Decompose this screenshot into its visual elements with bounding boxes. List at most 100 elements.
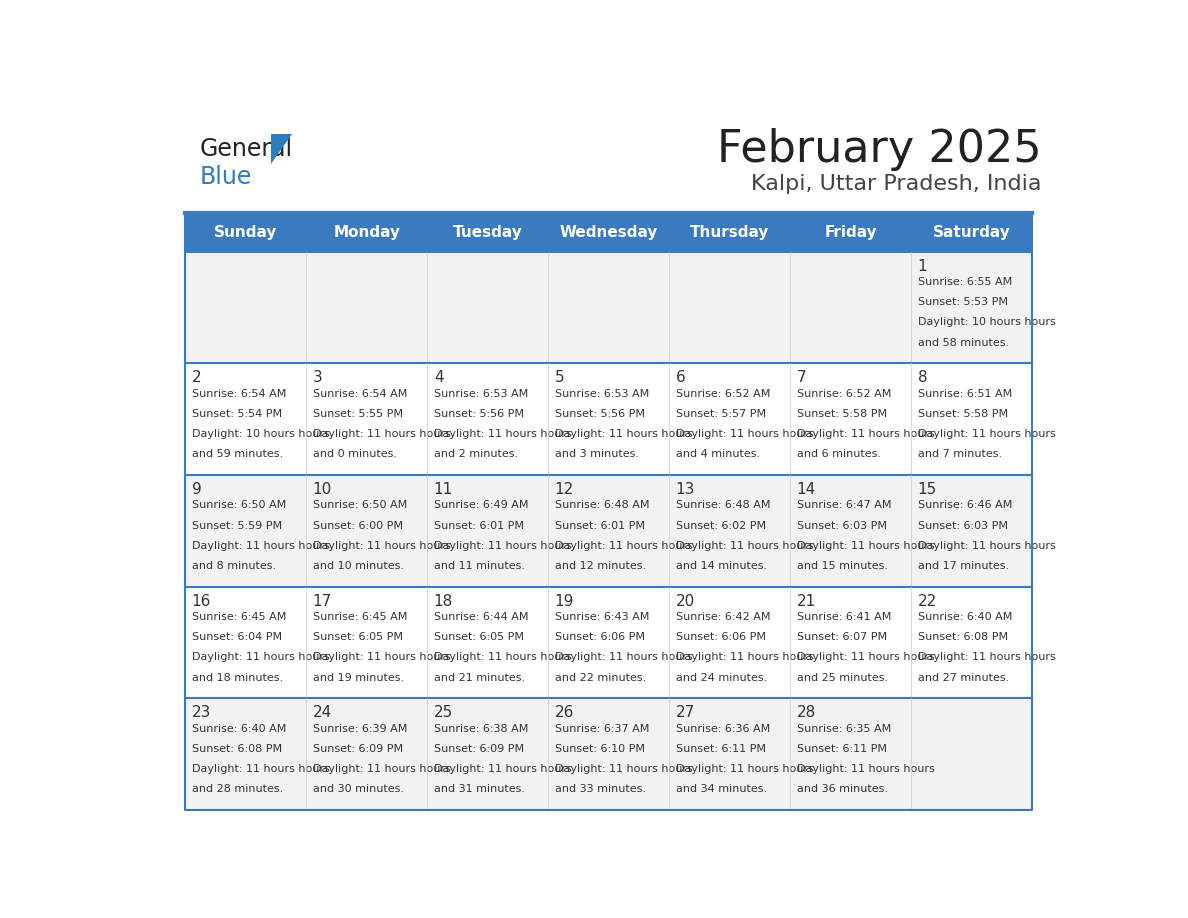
Text: February 2025: February 2025 (716, 128, 1042, 171)
Text: 2: 2 (191, 370, 202, 386)
Text: Sunset: 6:05 PM: Sunset: 6:05 PM (312, 633, 403, 643)
Text: and 19 minutes.: and 19 minutes. (312, 673, 404, 683)
Text: and 6 minutes.: and 6 minutes. (797, 449, 880, 459)
Text: Sunset: 6:01 PM: Sunset: 6:01 PM (555, 521, 645, 531)
Text: Sunrise: 6:40 AM: Sunrise: 6:40 AM (918, 612, 1012, 622)
Text: Sunrise: 6:54 AM: Sunrise: 6:54 AM (191, 388, 286, 398)
Text: Sunset: 6:09 PM: Sunset: 6:09 PM (312, 744, 403, 754)
Text: and 18 minutes.: and 18 minutes. (191, 673, 283, 683)
Text: and 15 minutes.: and 15 minutes. (797, 561, 887, 571)
Text: Sunset: 6:09 PM: Sunset: 6:09 PM (434, 744, 524, 754)
Text: Daylight: 11 hours hours: Daylight: 11 hours hours (434, 429, 571, 439)
Text: 18: 18 (434, 594, 453, 609)
Text: and 22 minutes.: and 22 minutes. (555, 673, 646, 683)
Text: and 31 minutes.: and 31 minutes. (434, 784, 525, 794)
Text: 4: 4 (434, 370, 443, 386)
Text: 11: 11 (434, 482, 453, 497)
FancyBboxPatch shape (185, 475, 1032, 587)
Text: and 58 minutes.: and 58 minutes. (918, 338, 1009, 348)
Text: Sunrise: 6:35 AM: Sunrise: 6:35 AM (797, 723, 891, 733)
Text: Sunset: 6:00 PM: Sunset: 6:00 PM (312, 521, 403, 531)
FancyBboxPatch shape (185, 699, 1032, 810)
Text: Sunset: 5:59 PM: Sunset: 5:59 PM (191, 521, 282, 531)
Text: Sunrise: 6:41 AM: Sunrise: 6:41 AM (797, 612, 891, 622)
Text: Daylight: 11 hours hours: Daylight: 11 hours hours (434, 764, 571, 774)
Text: and 36 minutes.: and 36 minutes. (797, 784, 887, 794)
Text: Sunrise: 6:51 AM: Sunrise: 6:51 AM (918, 388, 1012, 398)
Text: Daylight: 11 hours hours: Daylight: 11 hours hours (676, 541, 814, 551)
Text: and 33 minutes.: and 33 minutes. (555, 784, 646, 794)
Text: Sunrise: 6:47 AM: Sunrise: 6:47 AM (797, 500, 891, 510)
Text: 13: 13 (676, 482, 695, 497)
Text: Daylight: 11 hours hours: Daylight: 11 hours hours (312, 764, 450, 774)
Text: 15: 15 (918, 482, 937, 497)
Text: Sunset: 5:56 PM: Sunset: 5:56 PM (555, 409, 645, 419)
Text: 14: 14 (797, 482, 816, 497)
Text: Sunset: 6:11 PM: Sunset: 6:11 PM (797, 744, 886, 754)
Text: 21: 21 (797, 594, 816, 609)
Text: Daylight: 11 hours hours: Daylight: 11 hours hours (555, 653, 693, 663)
Text: Daylight: 11 hours hours: Daylight: 11 hours hours (918, 653, 1056, 663)
Text: Daylight: 11 hours hours: Daylight: 11 hours hours (676, 429, 814, 439)
Text: Sunday: Sunday (214, 225, 278, 240)
Text: Sunset: 5:58 PM: Sunset: 5:58 PM (797, 409, 887, 419)
Text: Daylight: 11 hours hours: Daylight: 11 hours hours (676, 653, 814, 663)
Text: Sunrise: 6:48 AM: Sunrise: 6:48 AM (676, 500, 770, 510)
Text: Sunset: 6:03 PM: Sunset: 6:03 PM (797, 521, 886, 531)
Text: Sunrise: 6:46 AM: Sunrise: 6:46 AM (918, 500, 1012, 510)
FancyBboxPatch shape (185, 364, 1032, 475)
Text: 23: 23 (191, 705, 211, 721)
Text: Sunrise: 6:53 AM: Sunrise: 6:53 AM (434, 388, 527, 398)
Text: and 11 minutes.: and 11 minutes. (434, 561, 525, 571)
Text: Sunrise: 6:39 AM: Sunrise: 6:39 AM (312, 723, 407, 733)
Text: and 25 minutes.: and 25 minutes. (797, 673, 887, 683)
Text: Sunrise: 6:50 AM: Sunrise: 6:50 AM (191, 500, 286, 510)
FancyBboxPatch shape (549, 213, 669, 252)
Text: Monday: Monday (334, 225, 400, 240)
Text: 17: 17 (312, 594, 331, 609)
Text: Sunrise: 6:52 AM: Sunrise: 6:52 AM (797, 388, 891, 398)
Text: Daylight: 11 hours hours: Daylight: 11 hours hours (312, 653, 450, 663)
Text: Daylight: 11 hours hours: Daylight: 11 hours hours (312, 429, 450, 439)
Text: Sunrise: 6:36 AM: Sunrise: 6:36 AM (676, 723, 770, 733)
Text: and 8 minutes.: and 8 minutes. (191, 561, 276, 571)
Text: 19: 19 (555, 594, 574, 609)
FancyBboxPatch shape (428, 213, 549, 252)
Text: and 7 minutes.: and 7 minutes. (918, 449, 1001, 459)
Text: Sunrise: 6:49 AM: Sunrise: 6:49 AM (434, 500, 529, 510)
Text: Daylight: 10 hours hours: Daylight: 10 hours hours (918, 318, 1056, 328)
Text: Sunset: 6:06 PM: Sunset: 6:06 PM (676, 633, 766, 643)
Text: and 27 minutes.: and 27 minutes. (918, 673, 1009, 683)
Text: Sunset: 5:57 PM: Sunset: 5:57 PM (676, 409, 766, 419)
Text: and 4 minutes.: and 4 minutes. (676, 449, 760, 459)
Text: Sunset: 5:56 PM: Sunset: 5:56 PM (434, 409, 524, 419)
Text: Daylight: 11 hours hours: Daylight: 11 hours hours (434, 541, 571, 551)
Text: Sunrise: 6:37 AM: Sunrise: 6:37 AM (555, 723, 649, 733)
Text: Sunset: 6:04 PM: Sunset: 6:04 PM (191, 633, 282, 643)
Text: Friday: Friday (824, 225, 877, 240)
Text: and 3 minutes.: and 3 minutes. (555, 449, 639, 459)
Text: 9: 9 (191, 482, 202, 497)
Text: 12: 12 (555, 482, 574, 497)
Text: Sunrise: 6:53 AM: Sunrise: 6:53 AM (555, 388, 649, 398)
Text: Sunset: 6:03 PM: Sunset: 6:03 PM (918, 521, 1007, 531)
Text: and 59 minutes.: and 59 minutes. (191, 449, 283, 459)
Text: 24: 24 (312, 705, 331, 721)
Text: Sunset: 5:55 PM: Sunset: 5:55 PM (312, 409, 403, 419)
Text: and 34 minutes.: and 34 minutes. (676, 784, 767, 794)
Text: Daylight: 11 hours hours: Daylight: 11 hours hours (918, 541, 1056, 551)
Text: 27: 27 (676, 705, 695, 721)
Text: Daylight: 11 hours hours: Daylight: 11 hours hours (434, 653, 571, 663)
Text: 16: 16 (191, 594, 211, 609)
FancyBboxPatch shape (669, 213, 790, 252)
Text: Daylight: 10 hours hours: Daylight: 10 hours hours (191, 429, 329, 439)
Text: Sunrise: 6:55 AM: Sunrise: 6:55 AM (918, 277, 1012, 287)
FancyBboxPatch shape (307, 213, 428, 252)
Text: Daylight: 11 hours hours: Daylight: 11 hours hours (555, 541, 693, 551)
FancyBboxPatch shape (185, 213, 307, 252)
Text: Daylight: 11 hours hours: Daylight: 11 hours hours (191, 653, 329, 663)
Text: Daylight: 11 hours hours: Daylight: 11 hours hours (797, 429, 935, 439)
Text: Sunrise: 6:50 AM: Sunrise: 6:50 AM (312, 500, 407, 510)
Text: Sunset: 6:01 PM: Sunset: 6:01 PM (434, 521, 524, 531)
Text: Sunrise: 6:38 AM: Sunrise: 6:38 AM (434, 723, 529, 733)
